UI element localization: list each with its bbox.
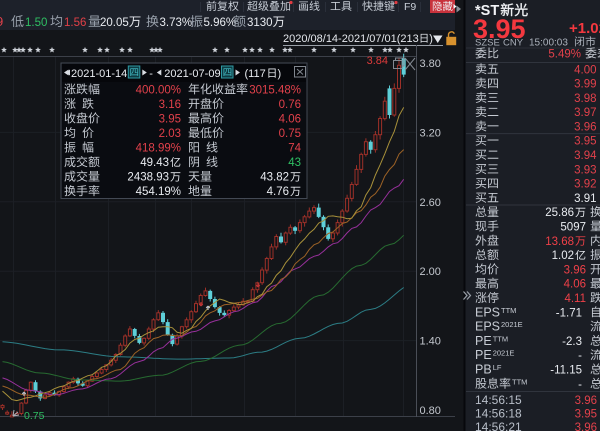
svg-text:49.43: 49.43: [140, 157, 169, 169]
svg-text:4.06: 4.06: [279, 114, 301, 126]
svg-text:3.96: 3.96: [564, 264, 586, 276]
svg-text:9: 9: [0, 14, 3, 29]
svg-text:2021-01-14: 2021-01-14: [71, 68, 127, 80]
svg-text:-: -: [149, 68, 153, 80]
svg-text:EPS: EPS: [475, 320, 500, 334]
svg-text:15:00:03: 15:00:03: [529, 38, 568, 49]
svg-text:3.91: 3.91: [574, 193, 596, 205]
svg-text:2020/08/14-2021/07/01(213: 2020/08/14-2021/07/01(213: [283, 33, 419, 45]
svg-text:3.73%: 3.73%: [160, 17, 193, 29]
svg-text:0.80: 0.80: [420, 405, 441, 417]
svg-text:3.95: 3.95: [574, 136, 596, 148]
svg-text:2.00: 2.00: [420, 266, 441, 278]
svg-text:454.19%: 454.19%: [136, 186, 181, 198]
svg-text:*ST: *ST: [475, 3, 499, 19]
svg-text:-: -: [578, 350, 582, 362]
svg-text:-1.71: -1.71: [556, 307, 582, 319]
svg-text:1.50: 1.50: [25, 17, 47, 29]
svg-text:5097: 5097: [560, 222, 586, 234]
svg-text:1.40: 1.40: [420, 336, 441, 348]
svg-text:-2.3: -2.3: [562, 336, 582, 348]
svg-text:3.92: 3.92: [574, 179, 596, 191]
svg-text:SZSE: SZSE: [475, 38, 500, 49]
svg-text:2021E: 2021E: [493, 349, 515, 358]
svg-text:43.82: 43.82: [260, 172, 289, 184]
svg-text:14:56:15: 14:56:15: [475, 393, 522, 407]
svg-text:74: 74: [288, 143, 301, 155]
svg-text:): ): [278, 68, 282, 80]
svg-text:0.75: 0.75: [279, 128, 301, 140]
svg-text:): ): [429, 33, 433, 45]
svg-text:TTM: TTM: [493, 334, 508, 343]
svg-text:PE: PE: [475, 334, 492, 348]
svg-text:3.96: 3.96: [575, 422, 597, 431]
svg-text:5.96%: 5.96%: [204, 17, 237, 29]
svg-text:3.95: 3.95: [159, 114, 181, 126]
svg-text:4.00: 4.00: [574, 64, 596, 76]
svg-text:CNY: CNY: [503, 38, 524, 49]
svg-text:3.96: 3.96: [574, 122, 596, 134]
svg-text:13.68: 13.68: [545, 236, 574, 248]
svg-text:3.80: 3.80: [420, 58, 441, 70]
svg-text:5.49%: 5.49%: [548, 49, 581, 61]
svg-text:2.60: 2.60: [420, 197, 441, 209]
svg-text:2021E: 2021E: [501, 320, 523, 329]
svg-text:4.76: 4.76: [267, 186, 289, 198]
svg-text:3.16: 3.16: [159, 99, 181, 111]
svg-text:4.06: 4.06: [564, 279, 586, 291]
svg-text:TTM: TTM: [512, 377, 527, 386]
svg-text:1.02: 1.02: [552, 250, 574, 262]
svg-text:3.20: 3.20: [420, 127, 441, 139]
svg-text:2021-07-09: 2021-07-09: [164, 68, 220, 80]
svg-text:3.94: 3.94: [574, 150, 597, 162]
svg-text:3.95: 3.95: [473, 14, 526, 44]
svg-text:0.75: 0.75: [24, 410, 45, 422]
svg-text:3.97: 3.97: [574, 107, 596, 119]
svg-text:14:56:21: 14:56:21: [475, 420, 522, 431]
svg-text:+1.02: +1.02: [569, 20, 600, 37]
svg-text:1.56: 1.56: [64, 17, 86, 29]
svg-text:3015.48%: 3015.48%: [249, 84, 301, 96]
svg-text:LF: LF: [493, 363, 502, 372]
svg-text:3.95: 3.95: [575, 409, 597, 421]
svg-text:43: 43: [288, 157, 301, 169]
svg-text:3.99: 3.99: [574, 79, 596, 91]
svg-text:0.76: 0.76: [279, 99, 301, 111]
svg-text:3130: 3130: [247, 17, 273, 29]
svg-text:3.93: 3.93: [574, 164, 596, 176]
svg-text:-11.15: -11.15: [550, 365, 582, 377]
svg-text:2438.93: 2438.93: [127, 172, 169, 184]
svg-text:25.86: 25.86: [545, 207, 574, 219]
svg-text:EPS: EPS: [475, 305, 500, 319]
svg-text:20.05: 20.05: [100, 17, 129, 29]
svg-text:F9: F9: [404, 1, 416, 13]
svg-text:-: -: [578, 379, 582, 391]
svg-text:418.99%: 418.99%: [136, 143, 181, 155]
svg-text:400.00%: 400.00%: [136, 84, 181, 96]
svg-text:14:56:18: 14:56:18: [475, 407, 522, 421]
svg-text:4.11: 4.11: [564, 293, 586, 305]
svg-text:(117: (117: [245, 68, 266, 80]
svg-text:2.03: 2.03: [159, 128, 181, 140]
svg-text:PE: PE: [475, 348, 492, 362]
svg-text:PB: PB: [475, 363, 492, 377]
svg-text:3.96: 3.96: [575, 395, 597, 407]
svg-text:3.84: 3.84: [367, 55, 388, 67]
svg-text:TTM: TTM: [501, 306, 516, 315]
svg-text:3.98: 3.98: [574, 93, 596, 105]
